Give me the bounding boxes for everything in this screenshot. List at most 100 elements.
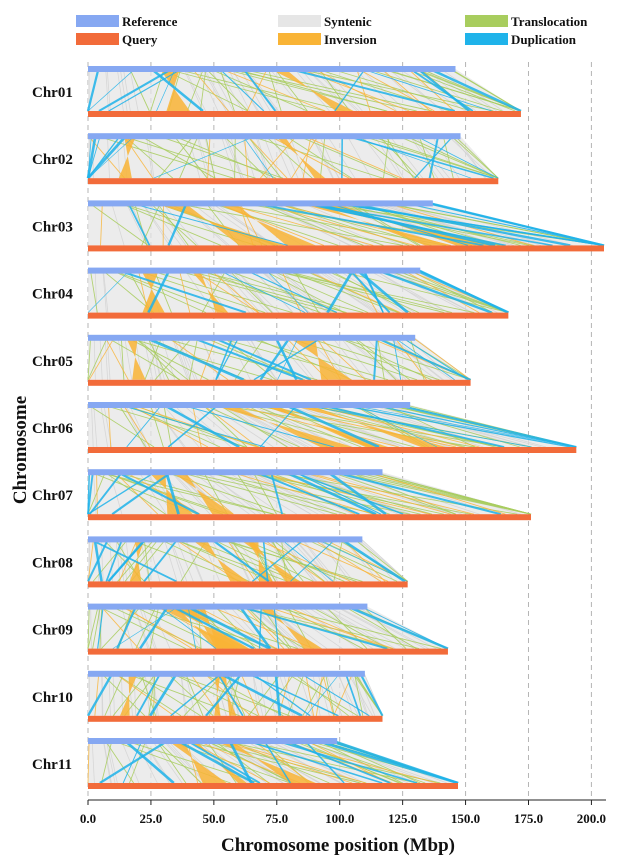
syntenic-link	[215, 203, 275, 246]
translocation-link	[111, 606, 202, 650]
duplication-link	[118, 269, 247, 314]
syntenic-link	[388, 337, 443, 381]
translocation-link	[354, 539, 408, 582]
inversion-link	[368, 471, 506, 515]
translocation-link	[354, 337, 410, 381]
syntenic-link	[121, 740, 140, 784]
duplication-link	[349, 269, 391, 314]
inversion-link	[407, 68, 455, 112]
duplication-link	[147, 270, 171, 314]
translocation-link	[223, 135, 268, 179]
translocation-link	[244, 740, 441, 784]
duplication-link	[219, 270, 306, 313]
duplication-link	[210, 538, 270, 583]
duplication-link	[270, 471, 284, 515]
syntenic-link	[102, 270, 107, 313]
duplication-link	[327, 471, 387, 516]
translocation-link	[187, 270, 347, 314]
chromosome-labels: Chr01 Chr02 Chr03 Chr04 Chr05 Chr06 Chr07 Chr08…	[32, 85, 73, 773]
duplication-link	[167, 404, 219, 448]
translocation-link	[387, 270, 509, 314]
translocation-link	[271, 270, 369, 314]
syntenic-link	[227, 68, 251, 112]
inversion-link	[273, 202, 452, 246]
inversion-link	[269, 135, 350, 179]
duplication-link	[127, 203, 151, 246]
translocation-link	[449, 68, 522, 112]
syntenic-link	[317, 270, 380, 313]
translocation-link	[124, 673, 156, 717]
syntenic-link	[111, 203, 125, 246]
duplication-link	[392, 337, 402, 380]
syntenic-link	[93, 404, 98, 448]
legend-swatch-syntenic	[278, 15, 321, 27]
inversion-link	[174, 539, 239, 582]
duplication-link	[326, 269, 354, 314]
syntenic-link	[387, 68, 445, 112]
translocation-link	[199, 68, 207, 112]
duplication-link	[242, 68, 277, 112]
translocation-link	[174, 202, 404, 246]
inversion-link	[381, 68, 431, 112]
syntenic-link	[347, 136, 372, 179]
translocation-link	[228, 68, 417, 112]
y-axis-title: Chromosome	[10, 396, 31, 504]
duplication-link	[347, 135, 494, 179]
duplication-link	[170, 673, 222, 717]
legend-label-reference: Reference	[122, 14, 178, 29]
syntenic-link	[322, 606, 396, 649]
synteny-block-chr04	[87, 269, 509, 314]
inversion-link	[315, 673, 324, 716]
inversion-link	[196, 606, 277, 649]
syntenic-link	[455, 135, 486, 179]
synteny-block-chr01	[86, 67, 522, 113]
syntenic-link	[235, 404, 314, 448]
duplication-link	[86, 673, 114, 717]
syntenic-link	[252, 673, 259, 716]
translocation-link	[257, 202, 364, 246]
duplication-link	[373, 337, 378, 380]
duplication-link	[246, 270, 338, 314]
duplication-link	[86, 68, 100, 112]
inversion-link	[412, 337, 471, 381]
translocation-link	[318, 68, 350, 112]
query-bar-chr03	[88, 245, 604, 252]
inversion-link	[192, 68, 229, 112]
translocation-link	[298, 135, 398, 179]
inversion-link	[217, 202, 325, 246]
inversion-link	[256, 538, 351, 582]
inversion-link	[119, 673, 138, 716]
inversion-link	[210, 606, 314, 650]
inversion-link	[278, 673, 291, 716]
translocation-link	[173, 673, 290, 717]
duplication-link	[285, 470, 377, 516]
duplication-link	[409, 68, 474, 112]
inversion-link	[238, 203, 254, 246]
translocation-link	[246, 337, 389, 381]
legend-label-syntenic: Syntenic	[324, 14, 372, 29]
inversion-link	[291, 135, 319, 179]
duplication-link	[416, 135, 499, 179]
translocation-link	[451, 135, 499, 179]
syntenic-link	[196, 136, 208, 179]
inversion-link	[302, 136, 312, 179]
syntenic-link	[135, 740, 158, 784]
translocation-link	[271, 539, 295, 582]
syntenic-link	[290, 539, 329, 582]
duplication-link	[305, 673, 340, 717]
translocation-link	[156, 740, 187, 784]
syntenic-link	[116, 136, 121, 179]
translocation-link	[282, 606, 364, 649]
syntenic-link	[183, 68, 204, 112]
inversion-link	[313, 68, 397, 112]
syntenic-link	[314, 136, 334, 179]
reference-bar-chr03	[88, 200, 433, 207]
inversion-link	[394, 337, 427, 381]
legend-swatch-inversion	[278, 33, 321, 45]
inversion-link	[123, 135, 154, 179]
duplication-link	[105, 539, 123, 582]
duplication-link	[215, 337, 240, 381]
syntenic-link	[126, 203, 148, 246]
x-tick-label: 25.0	[140, 811, 163, 826]
